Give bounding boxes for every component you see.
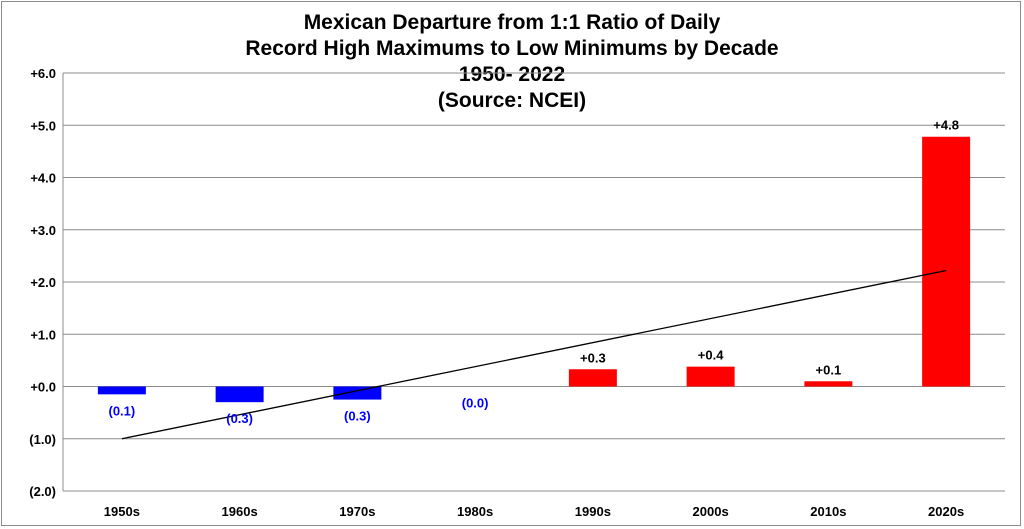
y-tick-label: +2.0 <box>30 275 56 290</box>
x-tick-label: 2020s <box>928 504 964 519</box>
chart-title-line-2: Record High Maximums to Low Minimums by … <box>245 37 779 60</box>
x-tick-label: 1970s <box>339 504 375 519</box>
trendline-segment <box>121 269 947 440</box>
bar <box>686 366 735 387</box>
y-tick-label: (2.0) <box>29 484 56 499</box>
x-tick-label: 1990s <box>575 504 611 519</box>
chart-title: Mexican Departure from 1:1 Ratio of Dail… <box>0 10 1024 114</box>
y-tick-label: +4.0 <box>30 171 56 186</box>
data-labels: (0.1) (0.3) (0.3) (0.0) +0.3 +0.4 +0.1 +4.8 <box>109 118 959 426</box>
bar <box>568 369 617 387</box>
data-label: +4.8 <box>933 118 959 133</box>
data-label: (0.3) <box>344 409 371 424</box>
bar <box>333 386 382 400</box>
data-label: +0.4 <box>698 348 724 363</box>
y-tick-label: +3.0 <box>30 223 56 238</box>
data-label: (0.1) <box>109 403 136 418</box>
x-tick-label: 2000s <box>693 504 729 519</box>
bar <box>215 386 264 403</box>
y-tick-labels: +6.0 +5.0 +4.0 +3.0 +2.0 +1.0 +0.0 (1.0) (2.0) <box>29 66 56 499</box>
x-tick-label: 1950s <box>104 504 140 519</box>
y-tick-label: +0.0 <box>30 380 56 395</box>
data-label: +0.1 <box>816 362 842 377</box>
bar <box>922 136 971 387</box>
data-label: (0.3) <box>226 411 253 426</box>
bar <box>804 381 853 387</box>
y-tick-label: +5.0 <box>30 118 56 133</box>
x-tick-label: 1980s <box>457 504 493 519</box>
y-tick-label: +6.0 <box>30 66 56 81</box>
x-tick-label: 2010s <box>810 504 846 519</box>
x-tick-labels: 1950s 1960s 1970s 1980s 1990s 2000s 2010s 2020s <box>104 504 964 519</box>
x-tick-label: 1960s <box>222 504 258 519</box>
data-label: +0.3 <box>580 350 606 365</box>
data-label: (0.0) <box>462 396 489 411</box>
bar <box>97 386 146 395</box>
chart-title-line-4: (Source: NCEI) <box>437 89 587 112</box>
chart-title-line-3: 1950- 2022 <box>458 63 566 86</box>
gridlines <box>63 72 1005 492</box>
y-tick-label: (1.0) <box>29 432 56 447</box>
chart-title-line-1: Mexican Departure from 1:1 Ratio of Dail… <box>303 11 721 34</box>
trendline <box>121 269 947 440</box>
bars <box>97 136 971 403</box>
y-tick-label: +1.0 <box>30 327 56 342</box>
